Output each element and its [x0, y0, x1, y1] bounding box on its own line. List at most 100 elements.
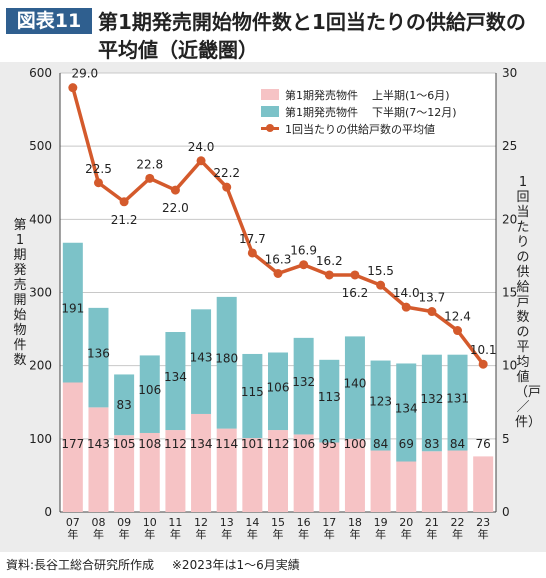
- line-point: [170, 185, 180, 195]
- y-tick-right: 25: [502, 139, 517, 153]
- y-tick-right: 5: [502, 432, 510, 446]
- line-data-label: 16.2: [342, 286, 369, 300]
- bar-upper: [139, 432, 160, 512]
- y-tick-right: 10: [502, 359, 517, 373]
- data-label-upper: 108: [138, 437, 161, 451]
- y-tick-right: 0: [502, 505, 510, 519]
- line-data-label: 21.2: [111, 213, 138, 227]
- x-tick-label: 09 年: [117, 516, 131, 541]
- bar-lower: [447, 354, 468, 451]
- data-label-upper: 143: [87, 437, 110, 451]
- bar-upper: [447, 450, 468, 512]
- line-point: [401, 302, 411, 312]
- bar-upper: [293, 434, 314, 512]
- y-tick-left: 0: [44, 505, 52, 519]
- x-tick-label: 13 年: [220, 516, 234, 541]
- line-data-label: 13.7: [419, 291, 446, 305]
- footer-source: 資料:長谷工総合研究所作成: [6, 558, 155, 572]
- x-tick-label: 15 年: [271, 516, 285, 541]
- data-label-upper: 95: [322, 437, 337, 451]
- line-data-label: 22.5: [85, 162, 112, 176]
- legend-item-upper: 第1期発売物件 上半期(1～6月): [261, 86, 457, 103]
- bar-lower: [370, 360, 391, 451]
- data-label-lower: 132: [420, 392, 443, 406]
- y-tick-left: 200: [29, 359, 52, 373]
- line-point: [478, 359, 488, 369]
- legend-item-lower: 第1期発売物件 下半期(7～12月): [261, 103, 457, 120]
- y-axis-right-label: 1回当たりの供給戸数の平均値（戸／件）: [515, 175, 542, 430]
- y-tick-left: 500: [29, 139, 52, 153]
- x-tick-label: 08 年: [91, 516, 105, 541]
- line-data-label: 14.0: [393, 286, 420, 300]
- bar-upper: [114, 435, 135, 512]
- y-tick-right: 20: [502, 212, 517, 226]
- line-data-label: 24.0: [188, 140, 215, 154]
- x-tick-label: 14 年: [245, 516, 259, 541]
- chart-title-line2: 平均値（近畿圏）: [98, 38, 258, 62]
- data-label-lower: 132: [292, 375, 315, 389]
- line-point: [350, 270, 360, 280]
- data-label-lower: 191: [61, 302, 84, 316]
- data-label-upper: 83: [424, 437, 439, 451]
- line-data-label: 17.7: [239, 232, 266, 246]
- line-data-label: 12.4: [444, 310, 471, 324]
- line-data-label: 16.3: [265, 252, 292, 266]
- legend-swatch-upper: [261, 89, 279, 100]
- data-label-lower: 140: [343, 377, 366, 391]
- line-point: [68, 83, 78, 93]
- data-label-upper: 177: [61, 437, 84, 451]
- line-data-label: 22.8: [136, 157, 163, 171]
- line-point: [324, 270, 334, 280]
- data-label-upper: 134: [190, 437, 213, 451]
- bar-lower: [267, 352, 289, 431]
- bar-upper: [165, 430, 186, 512]
- x-tick-label: 19 年: [374, 516, 388, 541]
- legend-label-upper: 第1期発売物件: [285, 88, 358, 102]
- bar-upper: [242, 438, 263, 512]
- data-label-lower: 134: [164, 370, 187, 384]
- data-label-lower: 115: [241, 385, 264, 399]
- footer: 資料:長谷工総合研究所作成 ※2023年は1～6月実績: [6, 556, 314, 573]
- bar-lower: [344, 336, 365, 439]
- y-axis-left-label: 第1期発売開始物件数: [13, 218, 27, 368]
- line-point: [273, 268, 283, 278]
- legend-period-upper: 上半期(1～6月): [372, 88, 450, 102]
- chart-header: 図表11 第1期発売開始物件数と1回当たりの供給戸数の 平均値（近畿圏）: [0, 0, 546, 62]
- line-point: [453, 326, 463, 336]
- bar-upper: [62, 382, 83, 512]
- bar-lower: [88, 307, 109, 408]
- data-label-upper: 84: [450, 437, 465, 451]
- line-data-label: 16.9: [290, 244, 317, 258]
- x-tick-label: 07 年: [66, 516, 80, 541]
- line-point: [299, 260, 309, 270]
- bar-lower: [396, 363, 417, 462]
- bar-lower: [191, 309, 212, 414]
- legend-label-line: 1回当たりの供給戸数の平均値: [285, 122, 435, 136]
- y-tick-left: 300: [29, 286, 52, 300]
- line-point: [93, 178, 103, 188]
- bar-upper: [473, 456, 494, 512]
- line-point: [427, 307, 437, 317]
- x-tick-label: 21 年: [425, 516, 439, 541]
- legend-swatch-lower: [261, 106, 279, 117]
- bar-upper: [421, 451, 442, 512]
- data-label-upper: 84: [373, 437, 388, 451]
- legend: 第1期発売物件 上半期(1～6月) 第1期発売物件 下半期(7～12月) 1回当…: [261, 86, 457, 137]
- x-tick-label: 23 年: [476, 516, 490, 541]
- chart-title-line1: 第1期発売開始物件数と1回当たりの供給戸数の: [98, 10, 526, 34]
- x-tick-label: 12 年: [194, 516, 208, 541]
- y-tick-right: 15: [502, 286, 517, 300]
- bar-upper: [344, 438, 365, 512]
- x-tick-label: 11 年: [168, 516, 182, 541]
- bar-lower: [421, 354, 442, 452]
- bar-upper: [370, 450, 391, 512]
- legend-label-lower: 第1期発売物件: [285, 105, 358, 119]
- bar-upper: [191, 413, 212, 512]
- bar-lower: [62, 242, 83, 383]
- data-label-lower: 143: [190, 351, 213, 365]
- bar-lower: [242, 353, 263, 439]
- data-label-lower: 106: [267, 380, 290, 394]
- bar-lower: [139, 355, 160, 433]
- data-label-lower: 83: [116, 398, 131, 412]
